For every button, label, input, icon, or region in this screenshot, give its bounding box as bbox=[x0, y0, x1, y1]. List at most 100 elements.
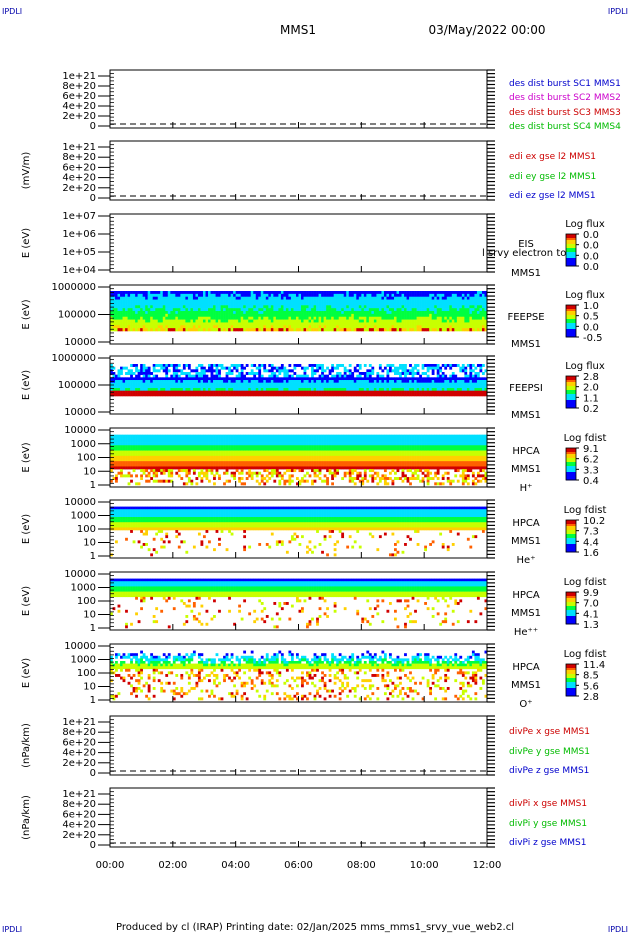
panel-3-frame bbox=[109, 213, 488, 273]
panel-3-colorbar-tick-label: 0.0 bbox=[583, 251, 599, 262]
panel-3-colorbar-band bbox=[566, 236, 576, 239]
panel-9-colorbar-band bbox=[566, 672, 576, 675]
panel-7-ytick-label: 10 bbox=[83, 538, 96, 549]
panel-5-colorbar-band bbox=[566, 376, 576, 379]
corner-label-bottom-right: IPDLI bbox=[608, 925, 628, 934]
panel-4-side-label: MMS1 bbox=[511, 339, 541, 350]
panel-6-colorbar-band bbox=[566, 478, 576, 481]
corner-label-top-right: IPDLI bbox=[608, 7, 628, 16]
panel-7-colorbar-tick-label: 10.2 bbox=[583, 516, 605, 527]
panel-7-ytick-label: 1000 bbox=[71, 511, 96, 522]
x-tick-label: 04:00 bbox=[221, 860, 250, 871]
panel-9-colorbar-band bbox=[566, 682, 576, 685]
panel-7-colorbar-band bbox=[566, 532, 576, 535]
panel-4-ytick-label: 100000 bbox=[58, 310, 96, 321]
panel-6-colorbar-band bbox=[566, 468, 576, 471]
panel-9-side-label: MMS1 bbox=[511, 680, 541, 691]
panel-8-colorbar-band bbox=[566, 612, 576, 615]
panel-5-colorbar-tick-label: 0.2 bbox=[583, 404, 599, 415]
panel-2-ytick-label: 6e+20 bbox=[62, 162, 96, 173]
panel-8-colorbar-band bbox=[566, 596, 576, 599]
panel-6-ytick-label: 10 bbox=[83, 466, 96, 477]
panel-5-colorbar-band bbox=[566, 406, 576, 409]
panel-9-colorbar-band bbox=[566, 690, 576, 693]
panel-3-colorbar-band bbox=[566, 260, 576, 263]
panel-6-ylabel: E (eV) bbox=[21, 442, 32, 472]
panel-8-colorbar-tick-label: 9.9 bbox=[583, 588, 599, 599]
panel-9-colorbar-band bbox=[566, 664, 576, 667]
panel-4-colorbar-band bbox=[566, 313, 576, 316]
panel-5-colorbar-band bbox=[566, 396, 576, 399]
panel-11-ytick-label: 6e+20 bbox=[62, 809, 96, 820]
x-tick-label: 02:00 bbox=[158, 860, 187, 871]
panel-6-colorbar-band bbox=[566, 450, 576, 453]
panel-4-colorbar-band bbox=[566, 329, 576, 332]
panel-6-ytick-label: 100 bbox=[77, 453, 96, 464]
panel-8-colorbar-band bbox=[566, 594, 576, 597]
panel-1-legend-entry: des dist burst SC3 MMS3 bbox=[509, 108, 621, 118]
panel-2-ytick-label: 2e+20 bbox=[62, 183, 96, 194]
panel-8-side-label: MMS1 bbox=[511, 608, 541, 619]
panel-3-colorbar-tick-label: 0.0 bbox=[583, 230, 599, 241]
panel-3-colorbar-band bbox=[566, 252, 576, 255]
panel-3-colorbar-tick-label: 0.0 bbox=[583, 262, 599, 273]
panel-5-colorbar-band bbox=[566, 392, 576, 395]
panel-8-ytick-label: 1 bbox=[90, 623, 96, 634]
panel-5-colorbar-band bbox=[566, 384, 576, 387]
panel-6-side-label: H⁺ bbox=[520, 483, 533, 494]
panel-3-colorbar-band bbox=[566, 262, 576, 265]
panel-2-ytick-label: 0 bbox=[90, 193, 96, 204]
panel-7-colorbar-band bbox=[566, 550, 576, 553]
panel-2-frame bbox=[109, 140, 488, 201]
panel-11-ytick-label: 0 bbox=[90, 840, 96, 851]
panel-9-side-label: HPCA bbox=[512, 662, 540, 673]
panel-7-colorbar-band bbox=[566, 544, 576, 547]
panel-7-colorbar-band bbox=[566, 534, 576, 537]
panel-3-colorbar-title: Log flux bbox=[565, 219, 605, 230]
panel-1-ytick-label: 6e+20 bbox=[62, 91, 96, 102]
panel-6-colorbar-band bbox=[566, 474, 576, 477]
panel-6-colorbar-band bbox=[566, 454, 576, 457]
panel-7-side-label: MMS1 bbox=[511, 536, 541, 547]
panel-5-ylabel: E (eV) bbox=[21, 370, 32, 400]
panel-9-colorbar-tick-label: 2.8 bbox=[583, 692, 599, 703]
panel-2-legend-entry: edi ex gse l2 MMS1 bbox=[509, 152, 596, 162]
panel-8-colorbar-band bbox=[566, 604, 576, 607]
panel-7-colorbar-band bbox=[566, 530, 576, 533]
panel-8-colorbar-frame bbox=[565, 591, 577, 625]
panel-9-colorbar-band bbox=[566, 686, 576, 689]
panel-10-ytick-label: 1e+21 bbox=[62, 717, 96, 728]
panel-11-ytick-label: 8e+20 bbox=[62, 799, 96, 810]
panel-3-ylabel: E (eV) bbox=[21, 228, 32, 258]
panel-7-colorbar-band bbox=[566, 524, 576, 527]
panel-5-colorbar-frame bbox=[565, 375, 577, 409]
panel-7-colorbar-band bbox=[566, 528, 576, 531]
x-tick-label: 12:00 bbox=[473, 860, 502, 871]
panel-6-colorbar-tick-label: 3.3 bbox=[583, 465, 599, 476]
panel-1-frame bbox=[109, 69, 488, 129]
panel-9-colorbar-tick-label: 11.4 bbox=[583, 660, 605, 671]
panel-8-ytick-label: 10 bbox=[83, 610, 96, 621]
corner-label-bottom-left: IPDLI bbox=[2, 925, 22, 934]
panel-7-ytick-label: 1 bbox=[90, 551, 96, 562]
panel-9-colorbar-band bbox=[566, 678, 576, 681]
panel-9-colorbar-band bbox=[566, 676, 576, 679]
panel-2-ytick-label: 8e+20 bbox=[62, 152, 96, 163]
panel-6-colorbar-band bbox=[566, 472, 576, 475]
panel-9-colorbar-band bbox=[566, 684, 576, 687]
panel-8-ytick-label: 100 bbox=[77, 596, 96, 607]
panel-8-colorbar-band bbox=[566, 598, 576, 601]
panel-6-colorbar-band bbox=[566, 448, 576, 451]
panel-5-colorbar-band bbox=[566, 404, 576, 407]
panel-3-colorbar-tick-label: 0.0 bbox=[583, 241, 599, 252]
panel-7-spectrogram bbox=[110, 506, 488, 557]
panel-3-ytick-label: 1e+07 bbox=[62, 211, 96, 222]
panel-5-colorbar-band bbox=[566, 394, 576, 397]
panel-6-colorbar-band bbox=[566, 466, 576, 469]
panel-7-colorbar-band bbox=[566, 520, 576, 523]
panel-4-colorbar-band bbox=[566, 311, 576, 314]
panel-4-colorbar-tick-label: 0.5 bbox=[583, 312, 599, 323]
panel-11-legend-entry: divPi y gse MMS1 bbox=[509, 819, 587, 829]
panel-3-ytick-label: 1e+05 bbox=[62, 247, 96, 258]
panel-9-ylabel: E (eV) bbox=[21, 658, 32, 688]
